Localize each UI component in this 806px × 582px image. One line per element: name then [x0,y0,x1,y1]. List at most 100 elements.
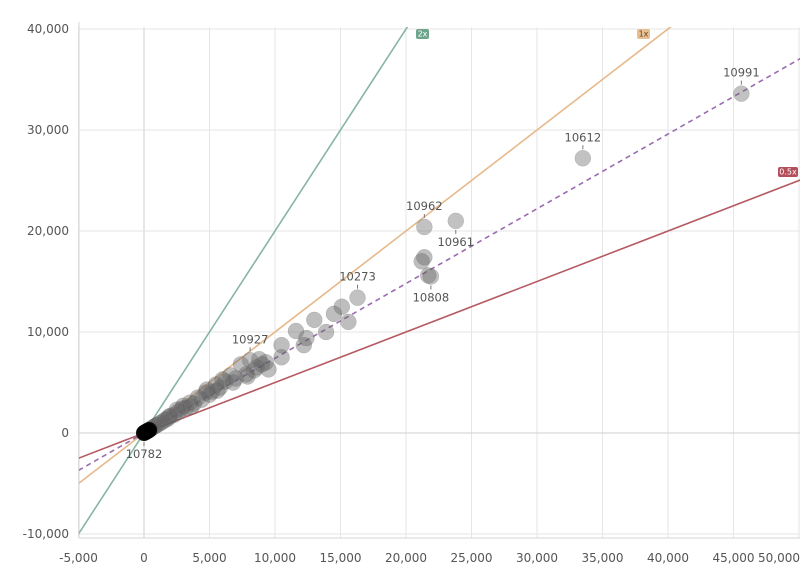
data-point [245,362,263,379]
trend-line [79,57,800,472]
y-tick-label: -10,000 [23,527,69,541]
data-point-10927 [241,352,259,369]
data-point [201,386,218,403]
data-point [209,382,226,399]
data-point [251,351,268,368]
badge-1x [637,29,650,39]
y-tick-label: 30,000 [27,123,69,137]
x-tick-label: 10,000 [254,551,296,565]
x-tick-label: 45,000 [713,551,755,565]
data-point [169,403,187,421]
reference-line-0.5x [79,179,800,459]
data-point-10962 [416,218,433,236]
data-point [173,400,191,418]
point-label-10808: 10808 [413,290,450,304]
data-point [298,329,315,347]
data-point [161,407,179,425]
data-point [333,298,351,315]
x-tick-label: 5,000 [192,551,226,565]
data-point [197,384,214,401]
data-points [135,85,750,442]
badge-2x [416,29,429,39]
reference-line-1x [79,27,672,485]
x-tick-label: 20,000 [385,551,427,565]
data-point [260,361,277,378]
badge-label-2x: 2x [418,30,428,39]
data-point [185,395,203,412]
x-tick-label: 35,000 [582,551,624,565]
data-point [232,356,250,373]
data-point [239,368,256,385]
data-point [207,376,225,393]
data-point [175,397,192,414]
x-tick-label: -5,000 [59,551,98,565]
data-point [416,249,433,266]
point-label-10782: 10782 [126,447,163,461]
y-tick-label: 0 [61,426,69,440]
data-point-10991 [733,85,750,102]
data-point [287,322,305,340]
reference-line-2x [79,27,409,535]
data-point [340,313,357,331]
badge-0.5x [778,167,798,177]
data-point [248,359,265,376]
axes: -5,000 0 5,000 10,000 15,000 20,000 25,000 30,0… [23,22,800,565]
data-point [257,354,275,371]
point-label-10962: 10962 [406,199,443,213]
data-point [222,367,239,384]
x-tick-label: 25,000 [451,551,493,565]
data-point [203,383,221,400]
x-tick-label: 50,000 [758,551,800,565]
data-point [214,371,231,388]
x-tick-label: 15,000 [320,551,362,565]
data-point [211,379,229,396]
badge-label-0.5x: 0.5x [779,168,797,177]
data-point [420,267,437,284]
data-point-origin [141,421,158,438]
data-point [317,323,335,341]
data-point [159,410,176,428]
data-point [160,408,178,426]
data-point [253,356,271,373]
data-point [165,406,183,424]
data-point [182,398,200,415]
data-point [306,311,323,329]
data-point [198,381,216,398]
data-point [216,373,234,390]
data-point-10961 [447,212,465,230]
x-tick-label: 30,000 [516,551,558,565]
point-label-10927: 10927 [232,332,269,346]
data-point-10612 [574,150,592,167]
point-label-10273: 10273 [339,270,376,284]
data-point [227,370,244,387]
x-tick-label: 0 [140,551,148,565]
data-point [189,389,206,406]
reference-badges: 2x 1x 0.5x [416,29,798,177]
data-point [154,413,171,431]
data-point [413,253,430,270]
y-tick-label: 20,000 [27,224,69,238]
data-point [237,366,255,383]
data-point [168,401,185,419]
data-point-10273 [349,289,366,306]
point-label-10961: 10961 [437,235,474,249]
data-point [181,394,199,411]
reference-lines [79,27,800,535]
x-tick-label: 40,000 [647,551,689,565]
data-point-10808 [422,268,440,285]
data-point [156,411,174,429]
point-label-10991: 10991 [723,66,760,80]
grid [78,27,800,538]
data-point [273,336,290,354]
point-labels: 10991 10612 10962 10961 10273 10808 10927 10782 [126,66,760,461]
data-point [193,391,210,408]
data-point [177,399,195,416]
point-label-10612: 10612 [565,130,602,144]
y-tick-label: 40,000 [27,22,69,36]
y-tick-label: 10,000 [27,325,69,339]
data-point [273,349,290,366]
badge-label-1x: 1x [639,30,649,39]
data-point [295,336,313,354]
data-point [325,305,343,323]
